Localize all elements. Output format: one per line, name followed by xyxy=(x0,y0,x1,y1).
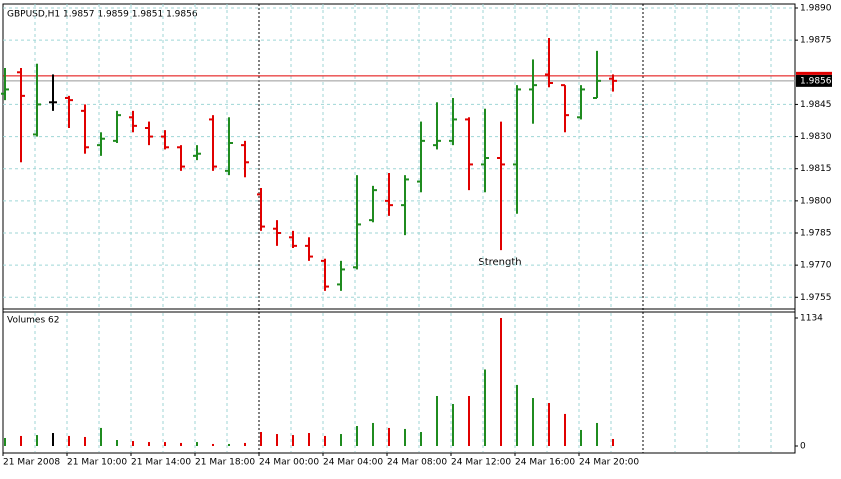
chart-title: GBPUSD,H1 1.9857 1.9859 1.9851 1.9856 xyxy=(7,10,198,20)
volume-bar xyxy=(148,442,150,446)
volume-bar xyxy=(4,437,6,446)
volume-title: Volumes 62 xyxy=(7,316,59,326)
x-tick-label: 21 Mar 2008 xyxy=(3,458,60,468)
volume-bar xyxy=(228,443,230,446)
volume-bar xyxy=(164,442,166,446)
x-tick-label: 21 Mar 14:00 xyxy=(131,458,191,468)
volume-bar xyxy=(420,432,422,446)
x-tick-label: 21 Mar 10:00 xyxy=(67,458,127,468)
volume-bar xyxy=(100,427,102,446)
y-tick-label: 0 xyxy=(800,442,806,452)
y-tick-label: 1.9785 xyxy=(800,229,832,239)
volume-bar xyxy=(580,429,582,446)
current-price-box xyxy=(796,74,832,87)
volume-bar xyxy=(388,427,390,446)
x-tick-label: 24 Mar 00:00 xyxy=(259,458,319,468)
x-tick-label: 21 Mar 18:00 xyxy=(195,458,255,468)
volume-bar xyxy=(244,442,246,446)
x-tick-label: 24 Mar 16:00 xyxy=(515,458,575,468)
volume-bar xyxy=(500,318,502,446)
y-tick-label: 1.9875 xyxy=(800,36,832,46)
volume-bar xyxy=(324,435,326,446)
volume-bar xyxy=(196,442,198,446)
frame xyxy=(2,3,796,454)
volume-bar xyxy=(132,441,134,446)
volume-bar xyxy=(548,402,550,446)
y-tick-label: 1134 xyxy=(800,314,823,324)
volume-bar xyxy=(484,369,486,446)
current-price-box-edge xyxy=(796,71,832,75)
volume-bar xyxy=(404,428,406,446)
y-tick-label: 1.9800 xyxy=(800,196,832,206)
x-tick-label: 24 Mar 08:00 xyxy=(387,458,447,468)
volume-bar xyxy=(308,433,310,446)
volume-bar xyxy=(52,433,54,446)
volume-bar xyxy=(468,395,470,446)
volume-bar xyxy=(36,435,38,446)
y-tick-label: 1.9890 xyxy=(800,4,832,14)
volume-bar xyxy=(20,435,22,446)
volume-bar xyxy=(516,384,518,446)
volume-bar xyxy=(116,440,118,446)
x-tick-label: 24 Mar 12:00 xyxy=(451,458,511,468)
volume-bar xyxy=(84,436,86,446)
volume-bar xyxy=(276,434,278,446)
annotation: Strength xyxy=(478,257,521,268)
volume-bar xyxy=(340,434,342,446)
y-tick-label: 1.9830 xyxy=(800,132,832,142)
x-tick-label: 24 Mar 20:00 xyxy=(579,458,639,468)
volume-bar xyxy=(436,395,438,446)
volume-bar xyxy=(372,422,374,446)
volume-bar xyxy=(532,398,534,446)
volume-bar xyxy=(212,443,214,446)
volume-bar xyxy=(612,439,614,446)
current-price-label: 1.9856 xyxy=(800,76,832,86)
y-tick-label: 1.9755 xyxy=(800,293,832,303)
volume-bar xyxy=(356,426,358,446)
x-tick-label: 24 Mar 04:00 xyxy=(323,458,383,468)
y-tick-label: 1.9815 xyxy=(800,164,832,174)
volume-bar xyxy=(68,435,70,446)
volume-bar xyxy=(180,442,182,446)
volume-bar xyxy=(452,404,454,446)
y-tick-label: 1.9770 xyxy=(800,261,832,271)
volume-bar xyxy=(596,422,598,446)
y-tick-label: 1.9845 xyxy=(800,100,832,110)
volume-bar xyxy=(564,413,566,446)
volume-bar xyxy=(260,432,262,446)
volume-bar xyxy=(292,435,294,446)
